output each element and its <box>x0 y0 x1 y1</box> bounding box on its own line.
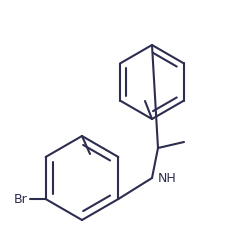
Text: NH: NH <box>158 172 177 185</box>
Text: Br: Br <box>14 192 28 205</box>
